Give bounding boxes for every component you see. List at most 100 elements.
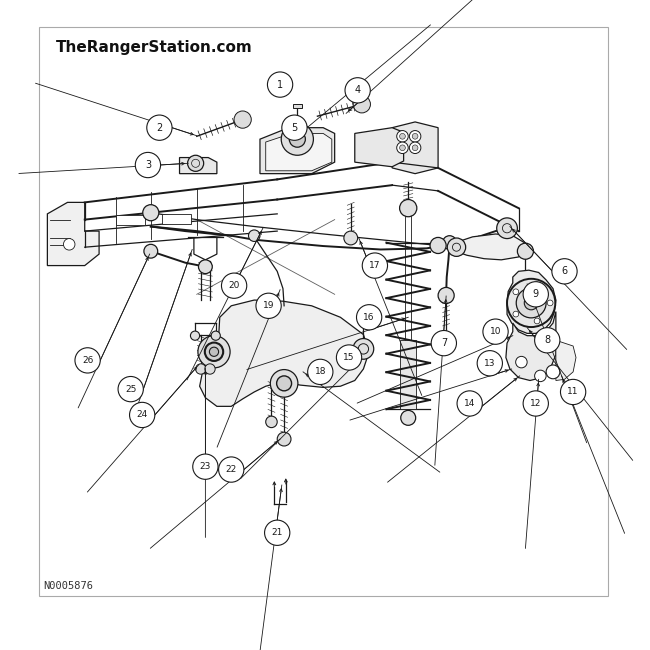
Circle shape xyxy=(362,253,387,278)
Text: 24: 24 xyxy=(136,410,148,419)
Polygon shape xyxy=(355,127,404,167)
Text: 26: 26 xyxy=(82,356,94,365)
Circle shape xyxy=(400,200,417,216)
Polygon shape xyxy=(47,202,99,266)
Polygon shape xyxy=(200,300,369,406)
Circle shape xyxy=(525,296,538,310)
Circle shape xyxy=(400,145,406,151)
Text: 8: 8 xyxy=(544,335,551,345)
Circle shape xyxy=(534,282,540,288)
Text: 2: 2 xyxy=(156,123,162,133)
Circle shape xyxy=(410,142,421,153)
Polygon shape xyxy=(506,311,556,380)
Circle shape xyxy=(265,520,290,545)
Circle shape xyxy=(356,305,382,330)
Circle shape xyxy=(400,133,406,139)
Circle shape xyxy=(267,72,292,98)
Circle shape xyxy=(443,236,456,250)
Circle shape xyxy=(307,359,333,385)
Text: N0005876: N0005876 xyxy=(43,581,93,592)
Circle shape xyxy=(396,142,408,153)
Circle shape xyxy=(353,339,374,359)
Circle shape xyxy=(507,279,555,327)
Circle shape xyxy=(483,319,508,344)
Circle shape xyxy=(560,380,586,405)
Circle shape xyxy=(344,231,358,245)
Polygon shape xyxy=(116,215,145,226)
Text: 14: 14 xyxy=(464,399,475,408)
Circle shape xyxy=(266,416,277,428)
Circle shape xyxy=(118,376,144,402)
Circle shape xyxy=(457,391,482,416)
Circle shape xyxy=(547,300,553,306)
Circle shape xyxy=(410,131,421,142)
Text: 6: 6 xyxy=(562,266,567,276)
Text: TheRangerStation.com: TheRangerStation.com xyxy=(56,40,253,55)
Text: 20: 20 xyxy=(228,281,240,290)
Circle shape xyxy=(412,145,418,151)
Circle shape xyxy=(248,230,260,241)
Circle shape xyxy=(75,348,100,373)
Circle shape xyxy=(147,115,172,140)
Circle shape xyxy=(447,238,465,256)
Circle shape xyxy=(277,376,292,391)
Polygon shape xyxy=(392,122,438,174)
Text: 13: 13 xyxy=(484,359,495,368)
Text: 15: 15 xyxy=(343,353,355,362)
Circle shape xyxy=(281,123,313,155)
Text: 17: 17 xyxy=(369,261,381,270)
Circle shape xyxy=(193,454,218,479)
Circle shape xyxy=(289,131,306,147)
Circle shape xyxy=(513,311,519,317)
Polygon shape xyxy=(266,133,332,171)
Circle shape xyxy=(143,205,159,221)
Text: 3: 3 xyxy=(145,160,151,170)
Text: 16: 16 xyxy=(363,313,375,322)
Circle shape xyxy=(222,273,247,298)
Circle shape xyxy=(135,152,161,177)
Circle shape xyxy=(144,244,158,258)
Text: 12: 12 xyxy=(530,399,541,408)
Circle shape xyxy=(546,365,560,379)
Circle shape xyxy=(396,131,408,142)
Circle shape xyxy=(198,335,230,368)
Circle shape xyxy=(205,343,223,361)
Polygon shape xyxy=(292,103,302,107)
Circle shape xyxy=(534,328,560,353)
Circle shape xyxy=(477,350,502,376)
Circle shape xyxy=(552,259,577,284)
Circle shape xyxy=(188,155,203,172)
Circle shape xyxy=(523,391,549,416)
Circle shape xyxy=(205,364,215,374)
Circle shape xyxy=(401,410,416,425)
Text: 4: 4 xyxy=(355,85,361,96)
Text: 10: 10 xyxy=(490,327,501,336)
Text: 18: 18 xyxy=(315,367,326,376)
Circle shape xyxy=(438,287,454,304)
Circle shape xyxy=(515,356,527,368)
Text: 21: 21 xyxy=(272,528,283,538)
Circle shape xyxy=(412,133,418,139)
Circle shape xyxy=(534,370,546,382)
Circle shape xyxy=(517,243,534,259)
Circle shape xyxy=(211,331,220,340)
Polygon shape xyxy=(162,214,191,224)
Circle shape xyxy=(277,432,291,446)
Circle shape xyxy=(190,331,200,340)
Circle shape xyxy=(218,457,244,482)
Text: 23: 23 xyxy=(200,462,211,471)
Text: 7: 7 xyxy=(441,338,447,348)
Circle shape xyxy=(234,111,252,128)
Circle shape xyxy=(345,78,370,103)
Circle shape xyxy=(337,345,361,370)
Circle shape xyxy=(196,364,206,374)
Text: 9: 9 xyxy=(533,289,539,299)
Polygon shape xyxy=(179,157,217,174)
Polygon shape xyxy=(400,340,416,410)
Text: 5: 5 xyxy=(291,123,298,133)
Circle shape xyxy=(431,330,456,356)
Text: 1: 1 xyxy=(277,79,283,90)
Text: 25: 25 xyxy=(125,385,136,394)
Circle shape xyxy=(353,96,370,113)
Polygon shape xyxy=(556,340,576,380)
